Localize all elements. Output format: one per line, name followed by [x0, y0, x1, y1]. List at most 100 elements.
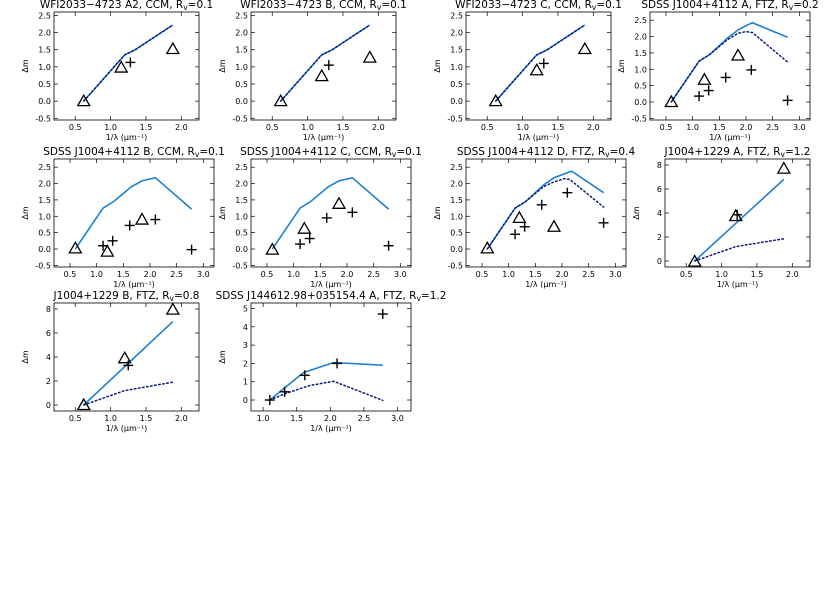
data-point-cross: [538, 58, 549, 69]
y-axis-label: Δm: [21, 59, 30, 72]
x-tick-label: 1.5: [117, 270, 130, 279]
x-tick-label: 1.0: [104, 123, 117, 132]
chart-panel-4: SDSS J1004+4112 A, FTZ, Rv=0.2 0.5 1.0 1.5 2…: [617, 0, 819, 142]
y-tick-label: -0.5: [35, 114, 51, 123]
x-tick-label: 2.0: [175, 123, 188, 132]
panel-title-main: WFI2033−4723 A2, CCM, R: [40, 0, 183, 11]
y-tick-label: 0.5: [38, 229, 51, 238]
y-tick-label: 0.0: [38, 97, 51, 106]
data-point-triangle: [134, 212, 150, 225]
data-point-cross: [125, 57, 136, 68]
data-point-cross: [107, 235, 118, 246]
x-tick-label: 3.0: [394, 270, 407, 279]
y-tick-label: 2.5: [38, 163, 51, 172]
x-tick-label: 1.5: [314, 270, 327, 279]
data-point-cross: [295, 239, 306, 250]
y-tick-label: 0.0: [634, 98, 647, 107]
x-tick-label: 0.5: [64, 270, 77, 279]
x-tick-label: 1.5: [713, 123, 726, 132]
data-point-triangle: [730, 48, 746, 61]
y-tick-label: 2.5: [634, 16, 647, 25]
y-tick-label: -0.5: [232, 261, 248, 270]
panel-title-subscript: v: [195, 150, 200, 159]
y-tick-label: 0.5: [450, 80, 463, 89]
x-tick-label: 1.0: [686, 123, 699, 132]
y-tick-label: 0.5: [235, 80, 248, 89]
data-point-cross: [732, 209, 743, 220]
x-tick-label: 1.0: [104, 414, 117, 423]
x-tick-label: 1.0: [502, 270, 515, 279]
chart-panel-2: WFI2033−4723 B, CCM, Rv=0.1 0.5 1.0 1.5 2.0 -…: [218, 0, 407, 142]
y-tick-label: 1.5: [450, 196, 463, 205]
y-tick-label: 2.0: [235, 180, 248, 189]
model-curve-solid: [670, 21, 788, 103]
plot-frame: [250, 302, 412, 412]
x-tick-label: 3.0: [391, 414, 404, 423]
y-axis-label: Δm: [218, 59, 227, 72]
data-point-triangle: [165, 302, 180, 315]
y-axis-label: Δm: [617, 59, 626, 72]
x-axis-label: 1/λ (μm⁻¹): [518, 133, 560, 142]
y-tick-label: -0.5: [447, 261, 463, 270]
y-tick-label: 1.5: [235, 196, 248, 205]
x-tick-label: 0.5: [660, 123, 673, 132]
y-tick-label: 2.0: [634, 33, 647, 42]
chart-panel-5: SDSS J1004+4112 B, CCM, Rv=0.1 0.5 1.0 1.5 2…: [21, 146, 225, 289]
x-axis-label: 1/λ (μm⁻¹): [113, 280, 155, 289]
model-curve-solid: [280, 24, 371, 102]
panel-title-value: =0.1: [396, 146, 422, 158]
panel-title-main: SDSS J1004+4112 A, FTZ, R: [641, 0, 788, 11]
y-tick-label: 2.0: [450, 180, 463, 189]
panel-title: SDSS J1004+4112 A, FTZ, Rv=0.2: [641, 0, 818, 12]
x-axis-label: 1/λ (μm⁻¹): [310, 424, 352, 433]
panel-title-value: =1.2: [421, 290, 447, 302]
panel-title-main: J1004+1229 A, FTZ, R: [664, 146, 781, 158]
plot-frame: [53, 158, 215, 268]
y-axis-label: Δm: [218, 206, 227, 219]
y-tick-label: 1.5: [450, 46, 463, 55]
data-point-cross: [332, 358, 343, 369]
x-axis-label: 1/λ (μm⁻¹): [303, 133, 345, 142]
y-axis-label: Δm: [21, 206, 30, 219]
y-axis-label: Δm: [433, 206, 442, 219]
y-tick-label: 5: [243, 304, 248, 313]
data-point-triangle: [546, 219, 562, 232]
x-tick-label: 2.0: [175, 414, 188, 423]
data-point-triangle: [488, 93, 503, 107]
y-tick-label: 1.0: [450, 212, 463, 221]
x-tick-label: 2.5: [170, 270, 183, 279]
y-tick-label: 4: [243, 323, 248, 332]
chart-panel-1: WFI2033−4723 A2, CCM, Rv=0.1 0.5 1.0 1.5 2.0…: [21, 0, 213, 142]
x-axis-label: 1/λ (μm⁻¹): [106, 424, 148, 433]
data-point-cross: [703, 85, 714, 96]
y-tick-label: 1.5: [38, 46, 51, 55]
data-point-cross: [720, 72, 731, 83]
y-axis-label: Δm: [433, 59, 442, 72]
x-tick-label: 1.5: [552, 123, 565, 132]
panel-title-value: =0.1: [199, 146, 225, 158]
x-tick-label: 2.5: [367, 270, 380, 279]
y-tick-label: 2.5: [450, 11, 463, 20]
data-point-triangle: [512, 210, 527, 224]
x-tick-label: 2.0: [587, 123, 600, 132]
data-point-triangle: [165, 41, 180, 55]
x-axis-label: 1/λ (μm⁻¹): [709, 133, 751, 142]
model-curve-solid: [269, 361, 383, 401]
panel-title-value: =0.4: [610, 146, 636, 158]
y-tick-label: 0.0: [235, 97, 248, 106]
y-tick-label: 1.5: [634, 49, 647, 58]
data-point-triangle: [577, 41, 592, 55]
y-tick-label: -0.5: [631, 114, 647, 123]
chart-panels: WFI2033−4723 A2, CCM, Rv=0.10.5 1.0 1.5 2.0…: [21, 0, 819, 433]
data-point-cross: [347, 207, 358, 218]
data-point-cross: [186, 244, 197, 255]
panel-title-subscript: v: [377, 3, 382, 12]
y-tick-label: 6: [46, 329, 51, 338]
y-tick-label: 1.0: [38, 63, 51, 72]
model-curve-dotted: [670, 30, 789, 103]
panel-title-subscript: v: [605, 150, 610, 159]
chart-panel-6: SDSS J1004+4112 C, CCM, Rv=0.1 0.5 1.0 1.5 2…: [218, 146, 422, 289]
model-curve-dotted: [82, 381, 174, 406]
x-tick-label: 1.0: [257, 414, 270, 423]
